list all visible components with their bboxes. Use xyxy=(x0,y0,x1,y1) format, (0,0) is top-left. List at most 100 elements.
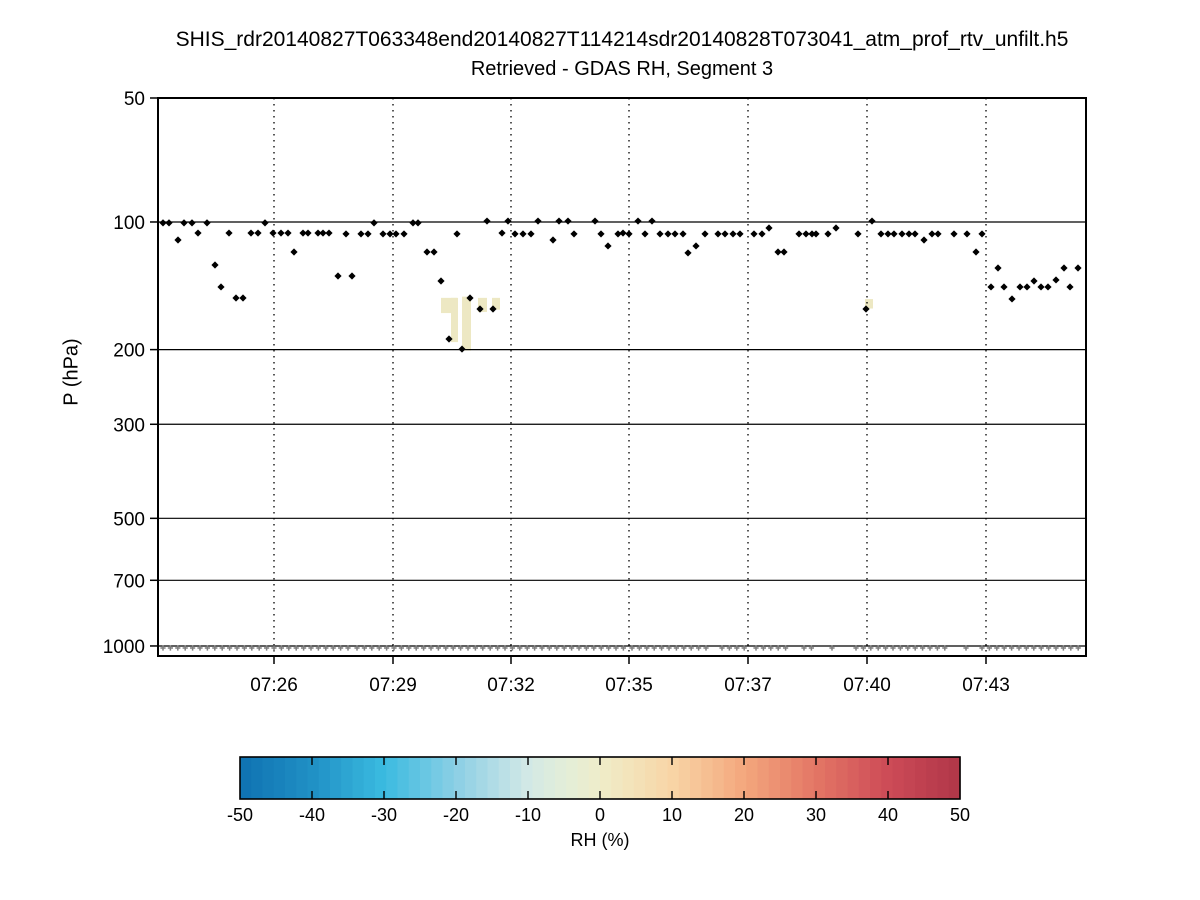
surface-point xyxy=(234,645,240,651)
scatter-point xyxy=(445,335,453,343)
scatter-point xyxy=(987,283,995,291)
x-tick-label: 07:37 xyxy=(724,675,772,696)
colorbar-tick-label: 40 xyxy=(878,805,898,825)
surface-point xyxy=(1001,645,1007,651)
colorbar-segment xyxy=(476,757,489,799)
scatter-point xyxy=(824,230,832,238)
scatter-point xyxy=(314,229,322,237)
scatter-point xyxy=(634,217,642,225)
surface-point xyxy=(308,645,314,651)
scatter-point xyxy=(832,224,840,232)
colorbar-segment xyxy=(678,757,691,799)
x-tick-label: 07:35 xyxy=(605,675,653,696)
surface-point xyxy=(606,645,612,651)
plot-title: SHIS_rdr20140827T063348end20140827T11421… xyxy=(175,28,1069,51)
surface-point xyxy=(897,645,903,651)
scatter-point xyxy=(364,230,372,238)
surface-point xyxy=(659,645,665,651)
colorbar-segment xyxy=(780,757,792,799)
colorbar-segment xyxy=(903,757,916,799)
colorbar-segment xyxy=(285,757,297,799)
surface-point xyxy=(598,645,604,651)
scatter-point xyxy=(534,217,542,225)
scatter-point xyxy=(203,219,211,227)
scatter-point xyxy=(714,230,722,238)
colorbar-segment xyxy=(622,757,635,799)
scatter-point xyxy=(597,230,605,238)
surface-point xyxy=(509,645,515,651)
colorbar-segment xyxy=(892,757,905,799)
surface-point xyxy=(696,645,702,651)
scatter-point xyxy=(614,230,622,238)
surface-point xyxy=(783,645,789,651)
scatter-point xyxy=(1016,283,1024,291)
scatter-point xyxy=(254,229,262,237)
surface-point xyxy=(443,645,449,651)
surface-point xyxy=(384,645,390,651)
surface-point xyxy=(775,645,781,651)
y-tick-label: 500 xyxy=(113,509,145,530)
surface-point xyxy=(734,645,740,651)
colorbar-segment xyxy=(667,757,680,799)
scatter-point xyxy=(1074,264,1082,272)
surface-point xyxy=(883,645,889,651)
colorbar-segment xyxy=(948,757,961,799)
scatter-point xyxy=(774,248,782,256)
colorbar-segment xyxy=(453,757,466,799)
surface-point xyxy=(1060,645,1066,651)
scatter-point xyxy=(950,230,958,238)
x-tick-label: 07:43 xyxy=(962,675,1010,696)
colorbar-tick-label: -30 xyxy=(371,805,397,825)
surface-point xyxy=(760,645,766,651)
surface-point xyxy=(753,645,759,651)
scatter-point xyxy=(701,230,709,238)
surface-point xyxy=(398,645,404,651)
scatter-point xyxy=(905,230,913,238)
surface-point xyxy=(561,645,567,651)
surface-point xyxy=(726,645,732,651)
colorbar-segment xyxy=(588,757,601,799)
scatter-point xyxy=(511,230,519,238)
surface-point xyxy=(979,645,985,651)
cloud-bar xyxy=(462,296,471,351)
colorbar-tick-label: -50 xyxy=(227,805,253,825)
colorbar-segment xyxy=(498,757,511,799)
scatter-point xyxy=(498,229,506,237)
scatter-point xyxy=(409,219,417,227)
colorbar-segment xyxy=(240,757,252,799)
surface-point xyxy=(532,645,538,651)
scatter-point xyxy=(414,219,422,227)
colorbar-segment xyxy=(566,757,579,799)
colorbar-segment xyxy=(330,757,342,799)
x-tick-label: 07:26 xyxy=(250,675,298,696)
scatter-point xyxy=(780,248,788,256)
colorbar-segment xyxy=(262,757,275,799)
surface-point xyxy=(927,645,933,651)
scatter-point xyxy=(269,229,277,237)
surface-point xyxy=(413,645,419,651)
scatter-point xyxy=(1044,283,1052,291)
colorbar-segment xyxy=(836,757,849,799)
colorbar-segment xyxy=(645,757,657,799)
scatter-point xyxy=(159,219,167,227)
surface-point xyxy=(539,645,545,651)
colorbar-segment xyxy=(532,757,545,799)
surface-point xyxy=(905,645,911,651)
colorbar-segment xyxy=(487,757,500,799)
scatter-point xyxy=(862,305,870,313)
colorbar-segment xyxy=(408,757,421,799)
surface-point xyxy=(1046,645,1052,651)
colorbar-segment xyxy=(386,757,399,799)
surface-point xyxy=(554,645,560,651)
surface-point xyxy=(963,645,969,651)
scatter-point xyxy=(920,236,928,244)
scatter-point xyxy=(802,230,810,238)
colorbar-segment xyxy=(420,757,432,799)
scatter-point xyxy=(299,229,307,237)
surface-point xyxy=(1009,645,1015,651)
scatter-point xyxy=(225,229,233,237)
scatter-point xyxy=(854,230,862,238)
scatter-point xyxy=(483,217,491,225)
scatter-point xyxy=(476,305,484,313)
